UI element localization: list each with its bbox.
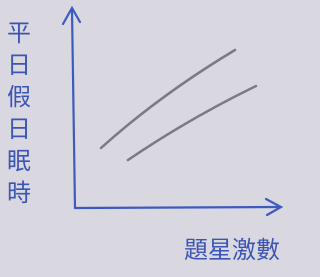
y-label-char: 眠 <box>7 147 31 175</box>
y-label-char: 平 <box>7 19 31 47</box>
x-label: 題星激數 <box>184 236 280 264</box>
y-label-char: 日 <box>7 115 31 143</box>
x-axis <box>75 207 280 208</box>
y-label-char: 日 <box>7 51 31 79</box>
y-label-char: 假 <box>7 83 31 111</box>
y-label-char: 時 <box>7 179 31 207</box>
